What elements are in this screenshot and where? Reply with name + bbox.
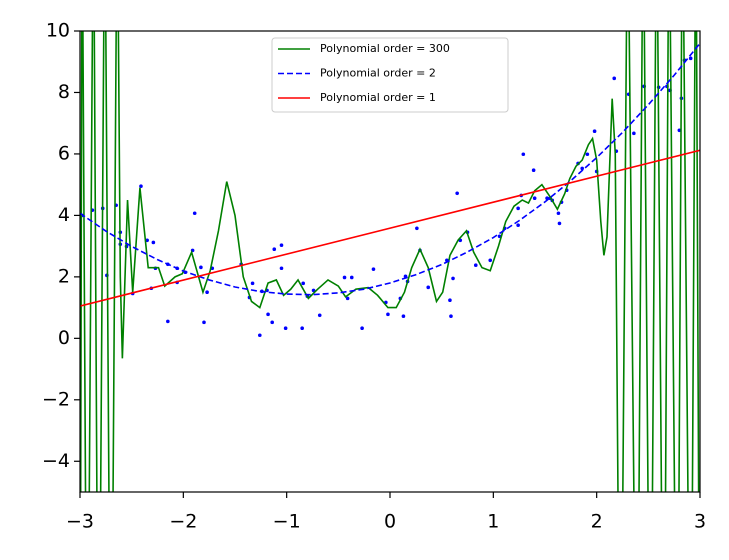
x-tick-label: 0 — [384, 511, 396, 533]
y-tick-label: −4 — [42, 450, 70, 472]
data-point — [342, 275, 347, 280]
data-point — [516, 223, 520, 228]
data-point — [521, 152, 526, 157]
data-point — [632, 131, 636, 136]
y-tick-label: 0 — [58, 327, 70, 349]
data-point — [345, 296, 350, 301]
x-tick-label: 3 — [694, 511, 706, 533]
data-point — [401, 314, 406, 319]
legend-label: Polynomial order = 1 — [320, 91, 436, 104]
data-point — [592, 129, 597, 133]
data-point — [250, 281, 255, 286]
series-line — [80, 31, 700, 492]
data-point — [300, 326, 304, 330]
data-point — [279, 266, 284, 271]
data-point — [451, 276, 455, 281]
y-tick-label: 4 — [58, 204, 70, 226]
y-tick-label: 10 — [46, 20, 70, 42]
legend-label: Polynomial order = 300 — [320, 42, 450, 55]
data-point — [202, 320, 206, 325]
x-tick-label: −1 — [273, 511, 301, 533]
data-point — [139, 184, 143, 189]
data-point — [580, 166, 584, 171]
data-point — [371, 267, 376, 271]
data-point — [192, 211, 197, 216]
data-point — [415, 226, 419, 231]
series-line — [80, 42, 700, 296]
data-point — [556, 211, 561, 216]
data-point — [688, 56, 693, 61]
y-tick-label: 2 — [58, 265, 70, 287]
data-point — [449, 314, 453, 319]
data-point — [488, 258, 493, 263]
data-point — [585, 152, 590, 157]
data-point — [386, 312, 390, 317]
y-tick-label: 6 — [58, 142, 70, 164]
y-tick-label: 8 — [58, 81, 70, 103]
data-point — [317, 313, 322, 318]
plot-area — [80, 31, 700, 492]
data-point — [199, 265, 203, 270]
data-point — [151, 240, 156, 245]
data-point — [455, 191, 459, 196]
data-point — [612, 76, 617, 81]
data-point — [360, 326, 364, 330]
x-tick-label: 1 — [487, 511, 499, 533]
series-line — [80, 149, 700, 307]
legend-label: Polynomial order = 2 — [320, 67, 436, 80]
data-point — [279, 243, 284, 248]
data-point — [166, 319, 170, 324]
data-point — [205, 290, 209, 295]
x-tick-label: 2 — [591, 511, 603, 533]
data-point — [301, 281, 306, 286]
data-point — [270, 320, 275, 325]
data-point — [531, 168, 536, 173]
data-point — [473, 263, 478, 267]
data-point — [272, 247, 277, 252]
data-point — [258, 333, 262, 338]
x-tick-label: −2 — [169, 511, 197, 533]
data-point — [349, 275, 354, 280]
data-point — [532, 196, 537, 200]
data-point — [448, 298, 452, 303]
x-tick-label: −3 — [66, 511, 94, 533]
data-point — [516, 206, 520, 211]
data-point — [557, 221, 562, 226]
data-point — [426, 285, 431, 290]
y-tick-label: −2 — [42, 388, 70, 410]
data-point — [266, 312, 270, 317]
legend-box — [271, 37, 509, 113]
data-point — [283, 326, 288, 330]
